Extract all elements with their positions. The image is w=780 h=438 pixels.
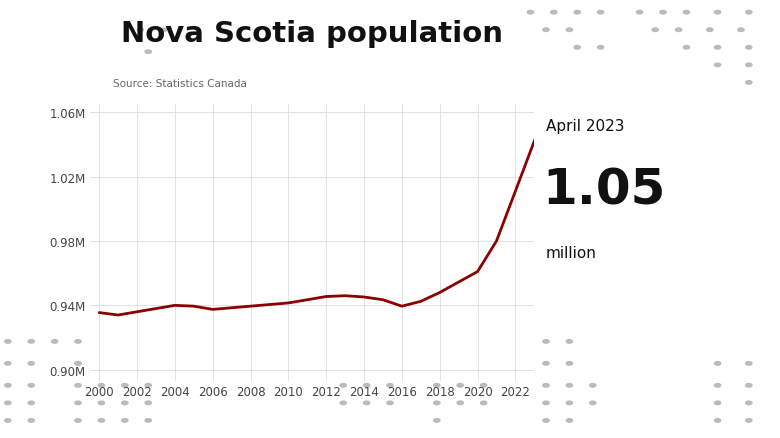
Text: Source: Statistics Canada: Source: Statistics Canada xyxy=(113,79,247,89)
Text: 1.05: 1.05 xyxy=(542,166,665,214)
Text: million: million xyxy=(546,245,597,260)
Text: April 2023: April 2023 xyxy=(546,118,625,133)
Text: Nova Scotia population: Nova Scotia population xyxy=(121,20,503,48)
